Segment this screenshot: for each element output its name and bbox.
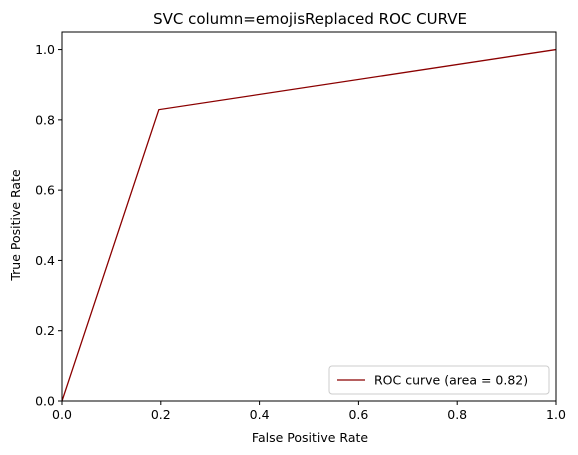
series-lines [61,48,557,402]
axis-ticks: 0.0 0.2 0.4 0.6 0.8 1.0 0.0 0.2 0.4 0.6 0.8 1.0 [35,42,566,422]
y-axis-label: True Positive Rate [8,169,23,282]
y-tick-label: 0.0 [35,394,55,409]
y-tick-label: 1.0 [35,42,55,57]
legend: ROC curve (area = 0.82) [328,365,550,395]
roc-curve-line [61,48,557,402]
plot-frame [61,31,557,402]
y-tick-label: 0.2 [35,323,55,338]
legend-box [328,365,550,395]
x-tick-label: 0.8 [447,407,467,422]
y-tick-label: 0.6 [35,183,55,198]
x-tick-label: 0.0 [52,407,72,422]
x-tick-label: 0.4 [250,407,270,422]
x-axis-label: False Positive Rate [252,430,368,445]
x-tick-label: 0.6 [348,407,368,422]
y-tick-label: 0.4 [35,253,55,268]
legend-entry-label: ROC curve (area = 0.82) [374,373,528,388]
x-tick-label: 0.2 [151,407,171,422]
chart-title: SVC column=emojisReplaced ROC CURVE [153,10,467,28]
x-tick-label: 1.0 [546,407,566,422]
y-tick-label: 0.8 [35,112,55,127]
